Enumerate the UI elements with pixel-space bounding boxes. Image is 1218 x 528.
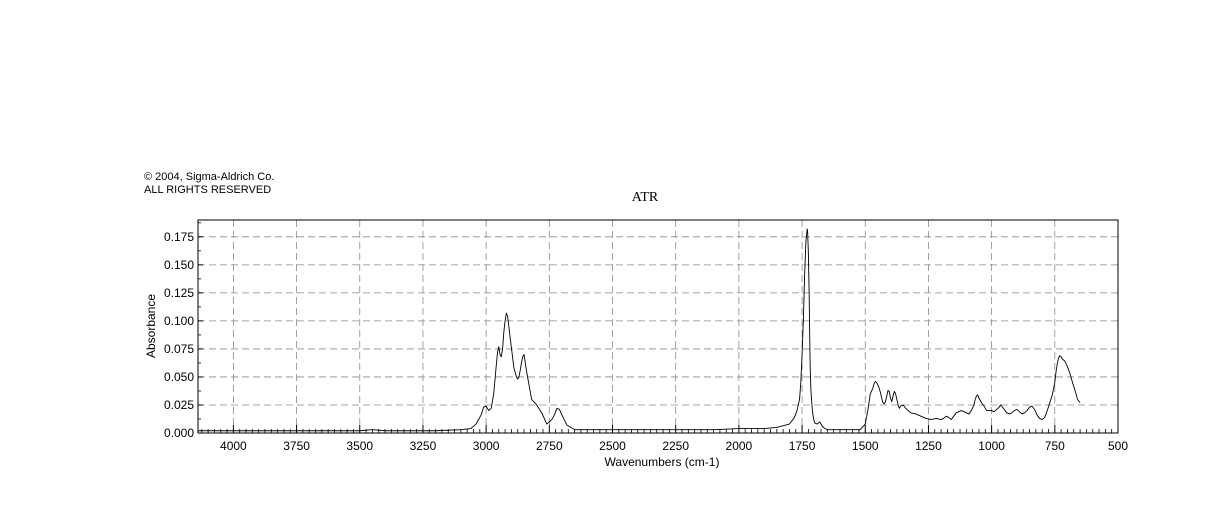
x-axis-title: Wavenumbers (cm-1) [605, 455, 720, 469]
copyright-line-1: © 2004, Sigma-Aldrich Co. [144, 171, 275, 183]
x-tick-label: 1000 [978, 439, 1005, 453]
spectrum-line [198, 228, 1081, 432]
x-tick-label: 3750 [283, 439, 310, 453]
y-tick-label: 0.000 [164, 426, 194, 440]
x-tick-label: 3500 [346, 439, 373, 453]
x-tick-label: 1750 [789, 439, 816, 453]
copyright-notice: © 2004, Sigma-Aldrich Co. ALL RIGHTS RES… [144, 171, 274, 197]
y-tick-label: 0.100 [164, 314, 194, 328]
copyright-line-2: ALL RIGHTS RESERVED [144, 184, 272, 196]
x-tick-label: 1250 [915, 439, 942, 453]
plot-frame [197, 219, 1119, 434]
x-tick-label: 3000 [473, 439, 500, 453]
x-tick-label: 2500 [599, 439, 626, 453]
grid-layer [198, 220, 1119, 434]
x-tick-label: 1500 [852, 439, 879, 453]
x-tick-label: 3250 [410, 439, 437, 453]
y-tick-label: 0.175 [164, 230, 194, 244]
x-tick-label: 4000 [220, 439, 247, 453]
y-tick-label: 0.150 [164, 258, 194, 272]
y-tick-label: 0.125 [164, 286, 194, 300]
x-tick-label: 2250 [662, 439, 689, 453]
x-tick-label: 2750 [536, 439, 563, 453]
x-tick-label: 2000 [726, 439, 753, 453]
x-tick-labels: 4000 3750 3500 3250 3000 2750 2500 2250 2000 1750… [220, 439, 1128, 453]
y-tick-label: 0.025 [164, 398, 194, 412]
chart-title: ATR [631, 190, 659, 205]
y-tick-label: 0.075 [164, 342, 194, 356]
x-tick-label: 500 [1108, 439, 1128, 453]
y-tick-labels: 0.000 0.025 0.050 0.075 0.100 0.125 0.150 0.175 [164, 230, 194, 440]
y-axis-title: Absorbance [144, 294, 158, 358]
y-tick-label: 0.050 [164, 370, 194, 384]
x-tick-label: 750 [1045, 439, 1065, 453]
